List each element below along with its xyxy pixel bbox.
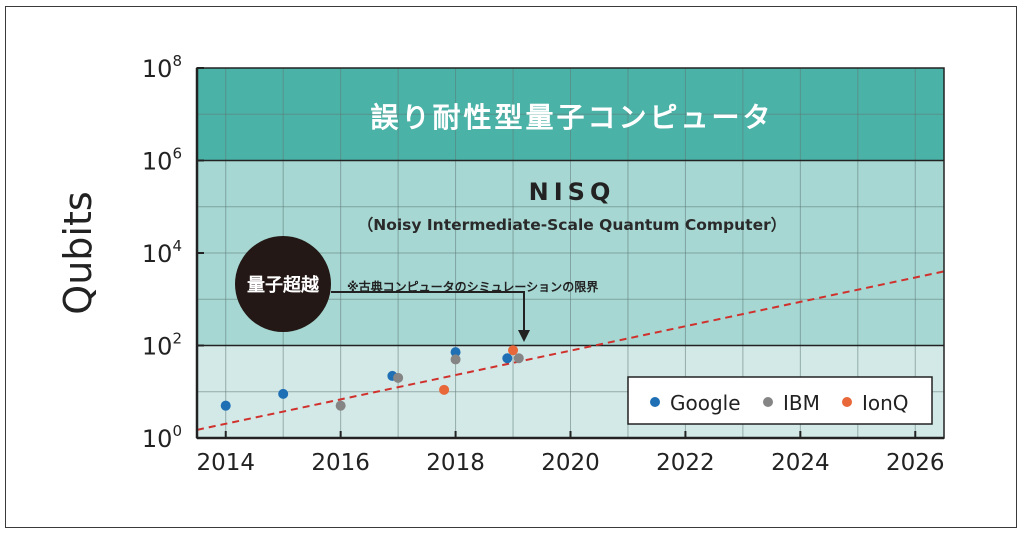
y-tick-label: 104 (142, 237, 182, 268)
x-tick-label: 2024 (771, 450, 830, 476)
point-ibm (513, 353, 524, 364)
legend-marker-ionq (842, 397, 852, 407)
nisq-subtitle: （Noisy Intermediate-Scale Quantum Comput… (358, 216, 787, 234)
point-google (450, 347, 461, 358)
legend-marker-google (650, 397, 660, 407)
legend: Google IBM IonQ (627, 376, 933, 425)
supremacy-pointer-line (331, 291, 525, 332)
point-ionq (508, 345, 519, 356)
point-google (502, 353, 513, 364)
y-tick-label: 106 (142, 145, 182, 176)
legend-label-ionq: IonQ (862, 391, 909, 415)
y-tick-label: 100 (142, 422, 182, 453)
supremacy-pointer-arrowhead (518, 330, 530, 342)
simulation-limit-note: ※古典コンピュータのシミュレーションの限界 (347, 279, 598, 294)
x-tick-label: 2014 (196, 450, 255, 476)
point-ibm (335, 400, 346, 411)
point-ibm (393, 372, 404, 383)
supremacy-badge (235, 236, 331, 332)
trend-layer (197, 270, 944, 431)
y-tick-label: 102 (142, 330, 182, 361)
supremacy-badge-label: 量子超越 (247, 274, 320, 296)
legend-box (627, 376, 933, 425)
nisq-title: NISQ (529, 178, 616, 206)
x-tick-label: 2018 (426, 450, 485, 476)
legend-label-google: Google (670, 391, 741, 415)
legend-label-ibm: IBM (783, 391, 820, 415)
point-ionq (439, 384, 450, 395)
grid-layer (197, 68, 944, 438)
y-tick-label: 108 (142, 52, 182, 83)
x-tick-label: 2022 (656, 450, 715, 476)
point-google (220, 400, 231, 411)
y-axis-label: Qubits (56, 191, 100, 314)
simulation-limit-trend-line (197, 270, 944, 431)
x-tick-label: 2016 (311, 450, 370, 476)
x-tick-label: 2020 (541, 450, 600, 476)
legend-marker-ibm (763, 397, 773, 407)
axes-layer: 2014 2016 2018 2020 2022 2024 2026 100 102 104 106… (142, 52, 945, 476)
fault-tolerant-region-label: 誤り耐性型量子コンピュータ (370, 101, 773, 134)
supremacy-annotation: 量子超越 ※古典コンピュータのシミュレーションの限界 (235, 236, 598, 342)
point-ibm (450, 354, 461, 365)
points-layer (220, 345, 524, 411)
x-tick-label: 2026 (886, 450, 945, 476)
point-google (278, 388, 289, 399)
